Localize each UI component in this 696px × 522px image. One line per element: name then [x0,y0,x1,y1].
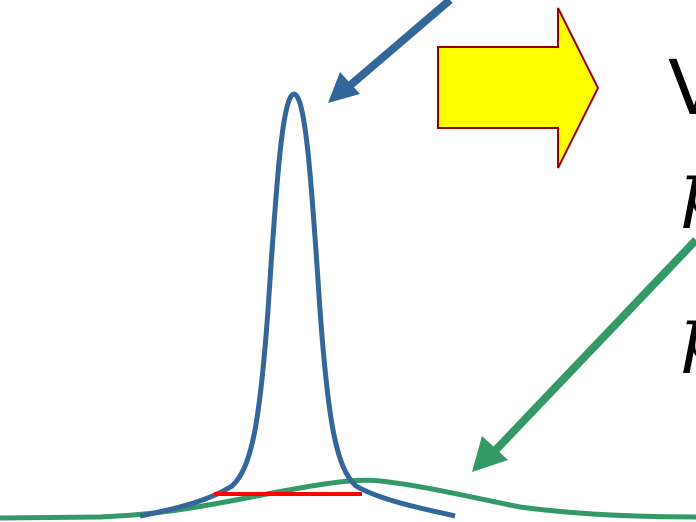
pointer-to-narrow-peak-icon [328,0,453,103]
big-right-arrow-icon [437,7,600,169]
pointer-to-wide-curve-icon [472,237,696,472]
narrow-distribution-curve [139,91,456,519]
math-variable-first: p [680,152,696,224]
wide-distribution-curve [0,477,696,521]
math-variable-second: p [680,297,696,369]
slide-heading-fragment: V [668,43,696,132]
